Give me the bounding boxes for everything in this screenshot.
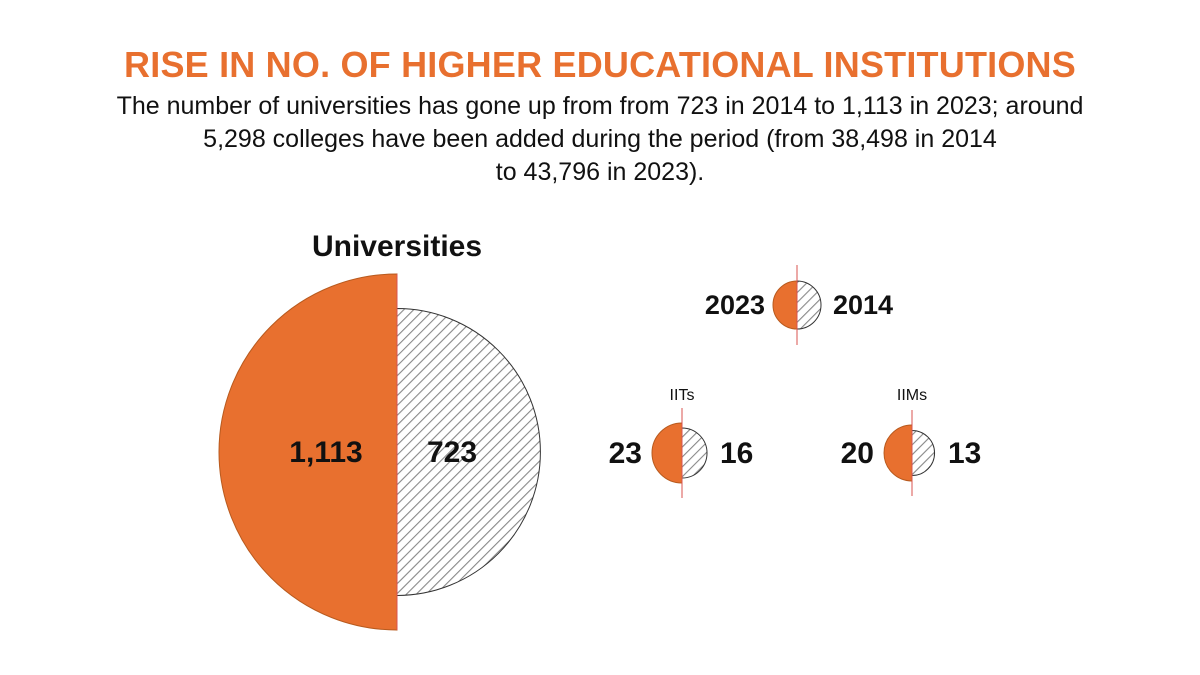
- universities-title: Universities: [312, 230, 482, 263]
- iits-2014-label: 16: [720, 437, 753, 470]
- legend-2023-half: [772, 280, 798, 330]
- subtitle-line-2: 5,298 colleges have been added during th…: [203, 125, 997, 153]
- iits-title: IITs: [670, 387, 695, 404]
- iims-2014-half: [911, 429, 935, 477]
- subtitle-line-3: to 43,796 in 2023).: [495, 158, 705, 186]
- chart-title: RISE IN NO. OF HIGHER EDUCATIONAL INSTIT…: [124, 44, 1076, 85]
- iits-2023-half: [651, 422, 683, 484]
- legend-2023-label: 2023: [705, 290, 765, 320]
- universities-2023-label: 1,113: [289, 436, 362, 469]
- iims-title: IIMs: [897, 387, 927, 404]
- legend-2014-label: 2014: [833, 290, 893, 320]
- subtitle-line-1: The number of universities has gone up f…: [116, 92, 1084, 120]
- iits-2014-half: [681, 427, 708, 479]
- chart-subtitle: The number of universities has gone up f…: [60, 90, 1140, 189]
- universities-2014-label: 723: [427, 436, 477, 469]
- iims-2023-half: [883, 424, 913, 482]
- iims-2014-label: 13: [948, 437, 981, 470]
- universities-2023-half: [218, 273, 398, 631]
- iims-2023-label: 20: [841, 437, 874, 470]
- iits-2023-label: 23: [609, 437, 642, 470]
- universities-2014-half: [396, 308, 541, 596]
- legend-2014-half: [796, 280, 822, 330]
